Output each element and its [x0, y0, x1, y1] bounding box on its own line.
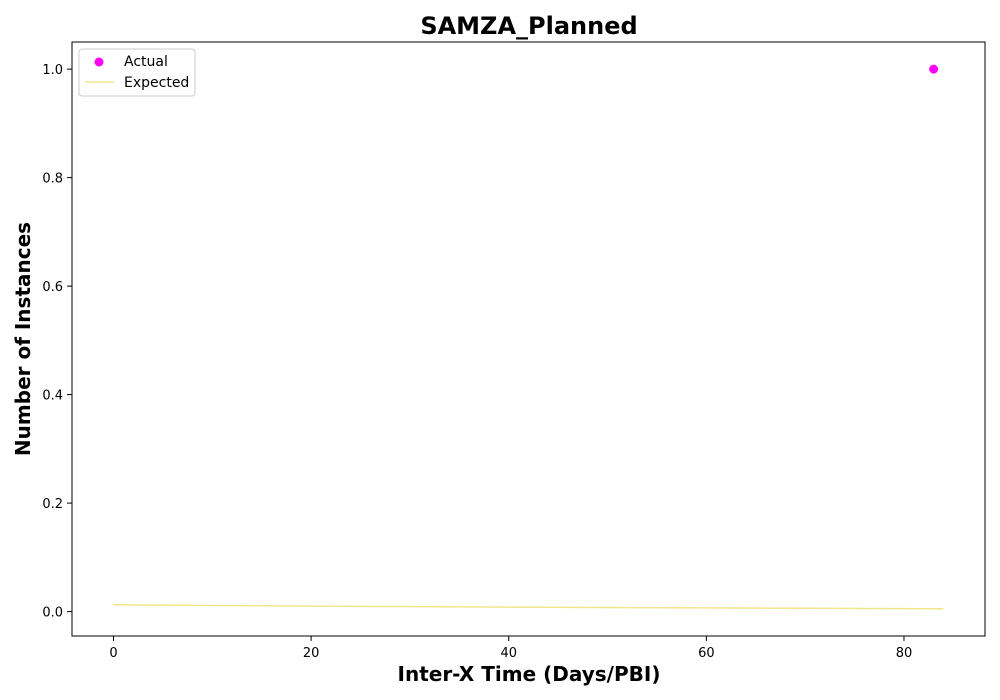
legend-actual-label: Actual: [124, 54, 168, 70]
x-axis-label: Inter-X Time (Days/PBI): [398, 662, 661, 686]
legend-box: [78, 48, 196, 97]
chart-title: SAMZA_Planned: [420, 12, 637, 40]
actual-point: [929, 64, 939, 74]
expected-series: [113, 604, 944, 610]
axis-ticks: 0 20 40 60 80 0.0 0.2 0.4 0.6 0.8 1.0: [42, 63, 912, 661]
x-tick-label: 40: [500, 646, 517, 661]
x-tick-label: 60: [698, 646, 715, 661]
actual-series: [929, 64, 939, 74]
y-tick-label: 0.8: [42, 172, 63, 187]
y-tick-label: 0.4: [42, 389, 63, 404]
y-axis-label: Number of Instances: [11, 222, 35, 456]
x-tick-label: 0: [109, 646, 117, 661]
x-tick-label: 20: [303, 646, 320, 661]
legend-actual-marker: [94, 57, 104, 67]
y-tick-label: 0.6: [42, 280, 63, 295]
expected-line: [113, 604, 944, 610]
y-tick-label: 0.2: [42, 497, 63, 512]
y-tick-label: 0.0: [42, 606, 63, 621]
plot-frame: [71, 41, 986, 637]
legend-expected-label: Expected: [124, 75, 189, 91]
y-tick-label: 1.0: [42, 63, 63, 78]
legend: Actual Expected: [78, 48, 196, 97]
x-tick-label: 80: [896, 646, 913, 661]
